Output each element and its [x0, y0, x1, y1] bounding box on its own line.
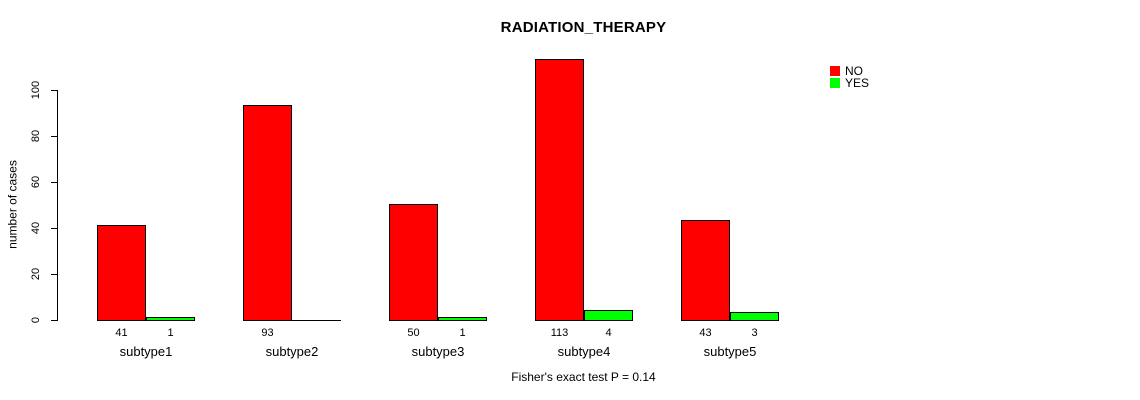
- x-category-label-subtype4: subtype4: [557, 344, 611, 359]
- legend-swatch-no: [830, 66, 840, 76]
- bar-value-no-subtype3: 50: [407, 327, 420, 339]
- footnote-fisher-test: Fisher's exact test P = 0.14: [511, 370, 656, 384]
- x-category-label-subtype1: subtype1: [119, 344, 173, 359]
- x-category-label-subtype3: subtype3: [411, 344, 465, 359]
- bar-yes-subtype2-zero: [292, 320, 341, 321]
- legend-label-yes: YES: [845, 76, 870, 90]
- bar-no-subtype5: [681, 220, 730, 321]
- bar-yes-subtype5: [730, 312, 779, 321]
- bar-value-no-subtype4: 113: [550, 327, 569, 339]
- x-category-label-subtype5: subtype5: [703, 344, 757, 359]
- bar-value-no-subtype5: 43: [699, 327, 712, 339]
- bar-value-yes-subtype4: 4: [605, 327, 612, 339]
- legend-item-no: NO: [830, 64, 869, 78]
- bar-value-yes-subtype5: 3: [751, 327, 758, 339]
- bar-yes-subtype1: [146, 317, 195, 321]
- bar-no-subtype2: [243, 105, 292, 321]
- bar-no-subtype3: [389, 204, 438, 321]
- y-tick-0: [51, 320, 58, 321]
- x-category-label-subtype2: subtype2: [265, 344, 319, 359]
- legend-label-no: NO: [845, 64, 863, 78]
- y-tick-40: [51, 228, 58, 229]
- bar-value-no-subtype2: 93: [261, 327, 274, 339]
- bar-no-subtype4: [535, 59, 584, 321]
- y-tick-80: [51, 136, 58, 137]
- legend-item-yes: YES: [830, 76, 870, 90]
- y-tick-100: [51, 90, 58, 91]
- legend-swatch-yes: [830, 78, 840, 88]
- y-tick-20: [51, 274, 58, 275]
- bar-value-no-subtype1: 41: [115, 327, 128, 339]
- y-tick-60: [51, 182, 58, 183]
- bar-yes-subtype4: [584, 310, 633, 321]
- bar-value-yes-subtype3: 1: [459, 327, 466, 339]
- legend: NO YES: [830, 64, 870, 90]
- y-tick-label-100: 100: [30, 80, 42, 100]
- bar-no-subtype1: [97, 225, 146, 321]
- y-axis-label: number of cases: [5, 160, 20, 249]
- y-axis-line: [57, 90, 58, 321]
- chart-title: RADIATION_THERAPY: [500, 19, 667, 36]
- bar-value-yes-subtype1: 1: [167, 327, 174, 339]
- bar-yes-subtype3: [438, 317, 487, 321]
